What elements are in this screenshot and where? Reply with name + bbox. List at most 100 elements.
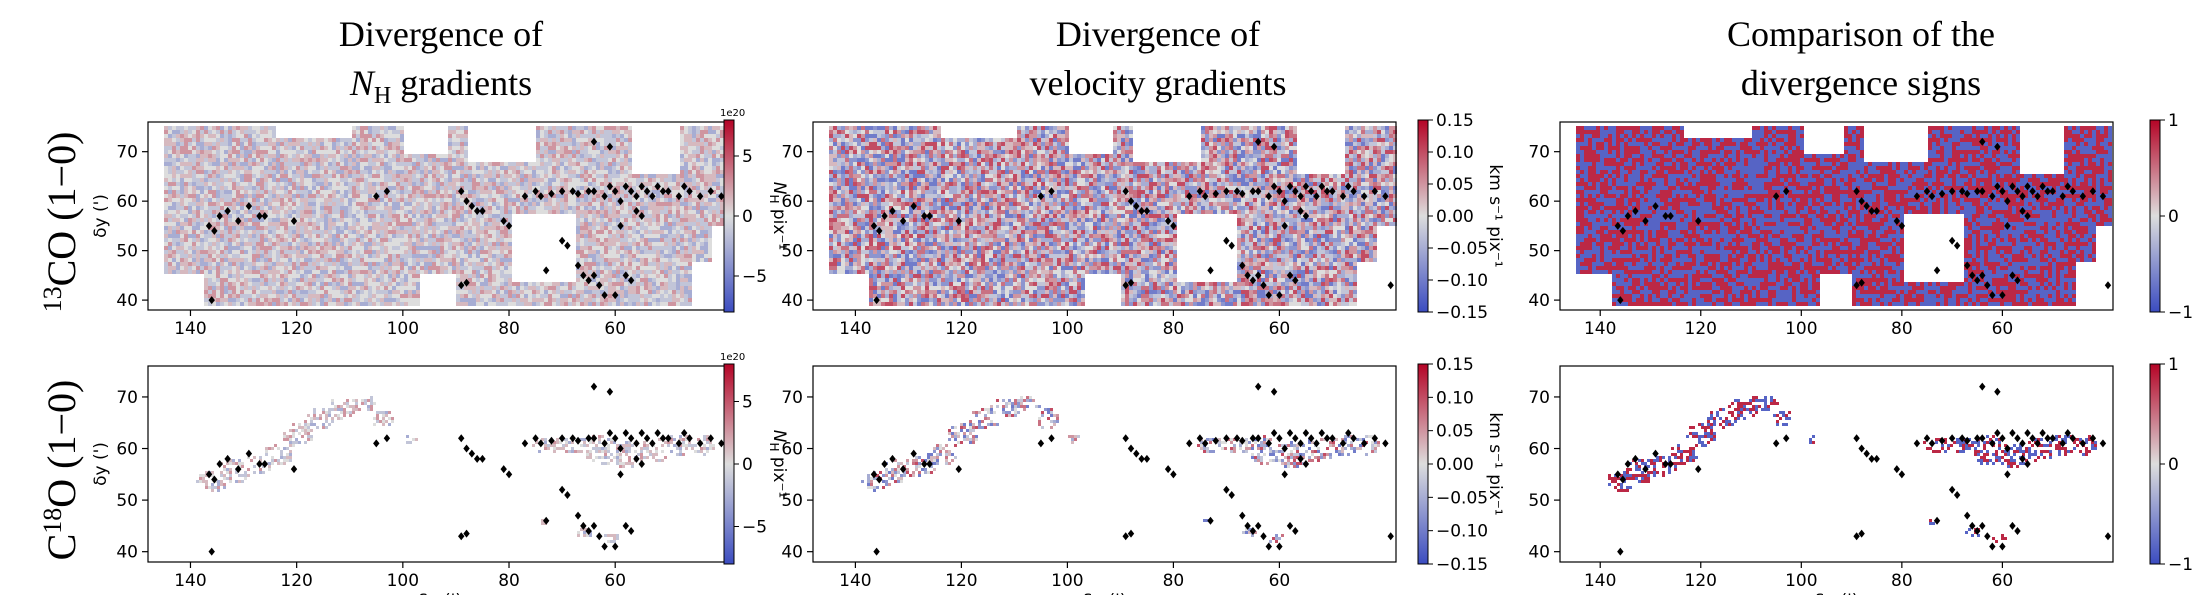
- source-marker: [1308, 434, 1315, 443]
- y-tick-label: 60: [116, 440, 138, 460]
- y-tick-label: 40: [116, 291, 138, 311]
- source-marker: [1249, 527, 1257, 536]
- x-tick-label: 120: [1685, 319, 1717, 339]
- source-marker: [261, 212, 268, 220]
- source-marker: [1212, 436, 1219, 445]
- source-marker: [1783, 434, 1790, 443]
- colorbar-tick-label: 1: [2168, 355, 2179, 375]
- source-marker: [1974, 527, 1981, 536]
- source-marker: [2089, 187, 2097, 196]
- x-tick-label: 120: [945, 571, 977, 591]
- source-marker: [696, 439, 704, 448]
- source-marker: [1772, 192, 1780, 201]
- source-marker: [1989, 542, 1996, 551]
- source-marker: [707, 434, 714, 443]
- column-title-3-line1: Comparison of the: [1727, 14, 1995, 54]
- source-marker: [261, 460, 268, 468]
- source-marker: [2024, 460, 2031, 468]
- source-marker: [612, 187, 619, 196]
- y-tick-label: 40: [781, 543, 803, 563]
- source-marker: [2009, 521, 2016, 530]
- source-marker: [627, 276, 635, 285]
- source-marker: [1974, 187, 1981, 196]
- source-marker: [235, 216, 242, 225]
- source-marker: [2079, 439, 2087, 448]
- source-marker: [1999, 187, 2006, 196]
- source-marker: [1667, 460, 1674, 468]
- source-marker: [458, 281, 465, 290]
- source-marker: [873, 547, 880, 556]
- colorbar-tick-label: 0.00: [1436, 207, 1474, 227]
- source-marker: [1974, 434, 1981, 443]
- source-marker: [1350, 434, 1357, 443]
- source-marker: [1265, 192, 1272, 201]
- heatmap-cells: [861, 399, 1377, 537]
- source-marker: [585, 434, 592, 443]
- source-marker: [2014, 276, 2021, 285]
- source-marker: [718, 439, 725, 448]
- x-tick-label: 80: [1163, 319, 1185, 339]
- row-labels: 13CO (1−0) C18O (1−0): [38, 132, 84, 561]
- source-marker: [463, 197, 470, 206]
- source-marker: [659, 187, 667, 196]
- source-marker: [1933, 516, 1941, 525]
- source-marker: [208, 547, 215, 556]
- source-marker: [1233, 187, 1241, 196]
- source-marker: [463, 444, 470, 453]
- source-marker: [622, 429, 630, 438]
- x-tick-label: 100: [1051, 571, 1083, 591]
- heatmap-cells: [164, 126, 732, 306]
- source-marker: [2044, 187, 2051, 196]
- x-tick-label: 100: [387, 571, 419, 591]
- source-marker: [2019, 192, 2026, 201]
- source-marker: [617, 470, 624, 479]
- source-marker: [1308, 187, 1315, 196]
- source-marker: [1624, 460, 1632, 468]
- heatmap-cells: [829, 126, 1397, 306]
- source-marker: [1662, 212, 1669, 220]
- source-marker: [1255, 521, 1262, 530]
- source-marker: [1281, 197, 1288, 206]
- heatmap-cells: [891, 402, 1380, 534]
- heatmap-cells: [873, 399, 1368, 543]
- source-marker: [627, 187, 635, 196]
- panel-2-2: 140120100806040506070δx (')0.150.100.050…: [781, 355, 1505, 595]
- source-marker: [1292, 434, 1299, 443]
- source-marker: [1873, 207, 1880, 216]
- source-marker: [1223, 485, 1230, 494]
- source-marker: [1853, 187, 1860, 196]
- source-marker: [617, 221, 624, 230]
- heatmap-cells: [829, 126, 1397, 306]
- source-markers: [870, 137, 1394, 305]
- source-marker: [2039, 429, 2046, 438]
- source-marker: [686, 187, 693, 196]
- source-marker: [1286, 521, 1294, 530]
- source-marker: [1979, 382, 1986, 391]
- source-marker: [1260, 281, 1267, 290]
- source-marker: [1361, 439, 1368, 448]
- source-marker: [2019, 454, 2026, 463]
- source-marker: [383, 434, 391, 443]
- source-marker: [2089, 434, 2097, 443]
- heatmap-cells: [870, 399, 1377, 534]
- source-marker: [1783, 187, 1790, 196]
- source-marker: [1382, 439, 1389, 448]
- source-marker: [2049, 187, 2056, 196]
- source-marker: [1233, 434, 1241, 443]
- source-marker: [1999, 291, 2006, 300]
- source-marker: [1292, 527, 1299, 536]
- source-marker: [205, 470, 213, 479]
- colorbar: 0.15 0.10 0.05 0.00 −0.05 −0.10 −0.15 km s⁻¹ pi…: [1417, 355, 1505, 575]
- source-marker: [910, 449, 917, 458]
- source-marker: [590, 521, 598, 530]
- source-marker: [707, 187, 714, 196]
- source-marker: [1382, 192, 1389, 201]
- source-marker: [1893, 216, 1901, 225]
- x-tick-label: 140: [839, 319, 871, 339]
- source-marker: [1642, 465, 1649, 474]
- source-marker: [1302, 429, 1310, 438]
- source-marker: [1948, 434, 1956, 443]
- source-marker: [643, 187, 651, 196]
- heatmap-cells: [867, 399, 1368, 543]
- source-marker: [521, 439, 529, 448]
